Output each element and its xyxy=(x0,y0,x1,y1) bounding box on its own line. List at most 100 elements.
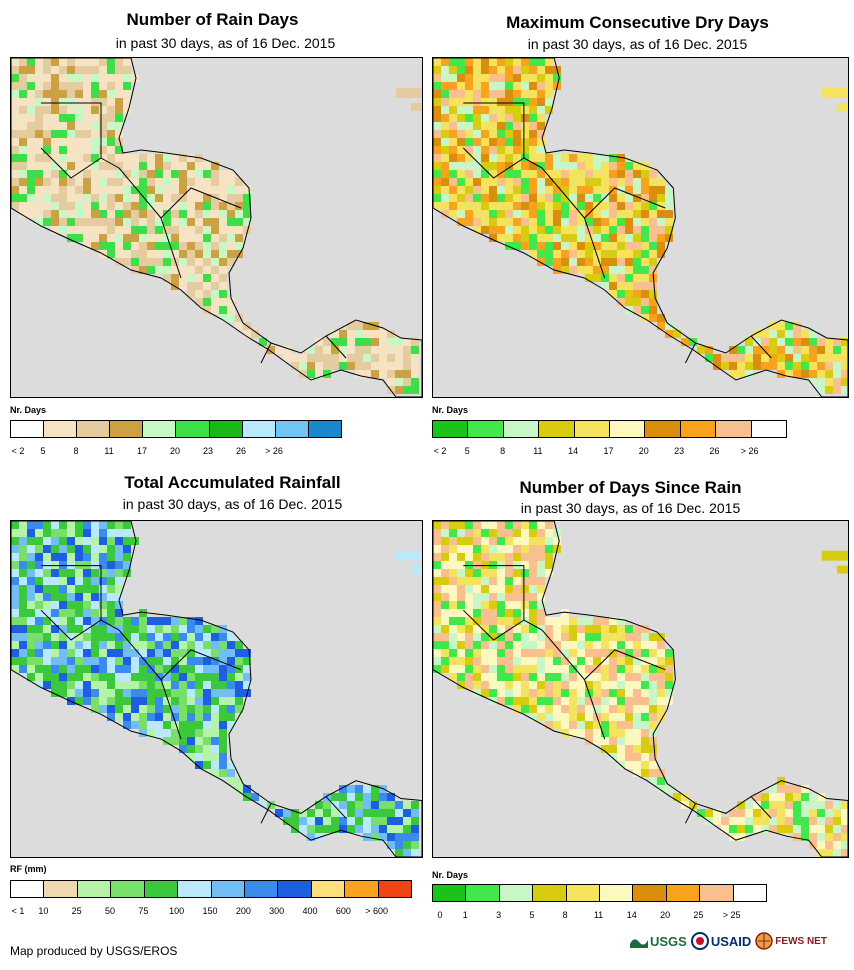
legend-swatch xyxy=(600,885,634,901)
legend-title: Nr. Days xyxy=(432,405,469,415)
map-rain-days xyxy=(10,57,423,398)
legend-label: 100 xyxy=(169,906,185,916)
fewsnet-logo: FEWS NET xyxy=(755,932,827,950)
legend-label: 300 xyxy=(269,906,285,916)
legend-swatch xyxy=(633,885,667,901)
legend-label: < 2 xyxy=(433,446,447,456)
legend-bar xyxy=(432,884,767,902)
legend-label: 11 xyxy=(593,910,604,920)
legend-swatch xyxy=(178,881,212,897)
legend-label: 75 xyxy=(138,906,149,916)
legend-label: 600 xyxy=(335,906,351,916)
legend-label: < 2 xyxy=(11,446,25,456)
legend-swatch xyxy=(308,421,341,437)
legend-label: 26 xyxy=(709,446,720,456)
legend-swatch xyxy=(11,421,45,437)
legend-label: 0 xyxy=(437,910,443,920)
legend-label: 20 xyxy=(169,446,181,456)
legend-label: 8 xyxy=(500,446,506,456)
legend-swatch xyxy=(242,421,276,437)
legend-swatch xyxy=(345,881,379,897)
legend-labels: < 2 5 8 11 17 20 23 26 > 26 xyxy=(10,446,340,458)
legend-swatch xyxy=(666,885,701,901)
legend-title: Nr. Days xyxy=(10,405,47,415)
legend-swatch xyxy=(700,885,734,901)
panel-rain-days: Number of Rain Days in past 30 days, as … xyxy=(0,0,427,470)
panel-subtitle: in past 30 days, as of 16 Dec. 2015 xyxy=(115,35,336,51)
legend-label: 400 xyxy=(302,906,318,916)
legend-bar xyxy=(432,420,787,438)
legend-swatch xyxy=(244,881,279,897)
panel-title: Maximum Consecutive Dry Days xyxy=(506,13,769,32)
legend-label: 20 xyxy=(638,446,649,456)
legend-swatch xyxy=(539,421,575,437)
panel-title: Number of Days Since Rain xyxy=(519,478,742,497)
panel-dry-days: Maximum Consecutive Dry Days in past 30 … xyxy=(427,0,854,470)
legend-label: 3 xyxy=(496,910,502,920)
legend-label: > 26 xyxy=(265,446,283,456)
legend-swatch xyxy=(176,421,210,437)
legend-swatch xyxy=(111,881,145,897)
panel-total-rainfall: Total Accumulated Rainfall in past 30 da… xyxy=(0,470,427,930)
legend-label: > 26 xyxy=(740,446,759,456)
legend-title: Nr. Days xyxy=(432,870,469,880)
map-dry-days xyxy=(432,57,849,398)
legend-label: 17 xyxy=(603,446,614,456)
usaid-seal-icon xyxy=(690,932,709,950)
usaid-logo: USAID xyxy=(690,932,751,950)
legend-swatch xyxy=(533,885,567,901)
legend-swatch xyxy=(499,885,534,901)
legend-label: 26 xyxy=(235,446,247,456)
legend-swatch xyxy=(144,881,179,897)
legend-swatch xyxy=(733,885,767,901)
legend-swatch xyxy=(468,421,504,437)
map-days-since-rain xyxy=(432,520,849,858)
legend-label: 10 xyxy=(38,906,49,916)
legend-label: 25 xyxy=(693,910,704,920)
legend-swatch xyxy=(110,421,144,437)
legend-label: 11 xyxy=(533,446,543,456)
legend-label: 14 xyxy=(568,446,579,456)
legend-swatch xyxy=(566,885,601,901)
legend-swatch xyxy=(211,881,245,897)
legend-swatch xyxy=(44,881,78,897)
legend-bar xyxy=(10,880,412,898)
legend-label: < 1 xyxy=(11,906,25,916)
legend-swatch xyxy=(503,421,540,437)
legend-swatch xyxy=(433,421,469,437)
legend-swatch xyxy=(11,881,45,897)
legend-title: RF (mm) xyxy=(10,864,47,874)
panel-subtitle: in past 30 days, as of 16 Dec. 2015 xyxy=(527,36,748,52)
legend-label: 150 xyxy=(202,906,218,916)
legend-label: 1 xyxy=(462,910,468,920)
legend-label: 8 xyxy=(562,910,568,920)
legend-swatch xyxy=(610,421,646,437)
legend-swatch xyxy=(77,881,112,897)
panel-title: Total Accumulated Rainfall xyxy=(124,473,341,492)
legend-label: > 600 xyxy=(365,906,389,916)
legend-label: 23 xyxy=(674,446,685,456)
legend-label: 5 xyxy=(464,446,470,456)
legend-label: 5 xyxy=(529,910,535,920)
legend-label: 11 xyxy=(104,446,114,456)
legend-label: 200 xyxy=(235,906,251,916)
legend-swatch xyxy=(77,421,111,437)
legend-swatch xyxy=(44,421,78,437)
panel-subtitle: in past 30 days, as of 16 Dec. 2015 xyxy=(520,500,741,516)
legend-swatch xyxy=(378,881,412,897)
legend-label: 23 xyxy=(202,446,214,456)
legend-labels: < 2 5 8 11 14 17 20 23 26 > 26 xyxy=(432,446,785,458)
legend-label: 17 xyxy=(136,446,148,456)
legend-label: 20 xyxy=(660,910,671,920)
legend-swatch xyxy=(275,421,309,437)
legend-swatch xyxy=(433,885,467,901)
legend-swatch xyxy=(751,421,787,437)
panel-subtitle: in past 30 days, as of 16 Dec. 2015 xyxy=(122,496,343,512)
legend-swatch xyxy=(680,421,717,437)
legend-label: > 25 xyxy=(722,910,741,920)
legend-swatch xyxy=(143,421,177,437)
legend-swatch xyxy=(716,421,752,437)
legend-labels: 0 1 3 5 8 11 14 20 25 > 25 xyxy=(432,910,765,922)
usgs-wave-icon xyxy=(630,939,648,948)
legend-label: 8 xyxy=(73,446,79,456)
